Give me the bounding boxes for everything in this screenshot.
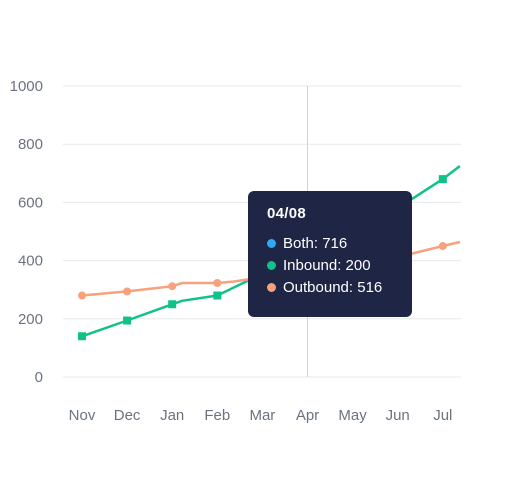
outbound-point <box>213 279 222 288</box>
tooltip-row-inbound: Inbound: 200 <box>267 254 412 276</box>
legend-dot-icon <box>267 238 276 248</box>
inbound-point <box>168 300 177 309</box>
outbound-point <box>78 291 86 300</box>
tooltip-title: 04/08 <box>267 205 307 222</box>
x-axis-ticks: Nov Dec Jan Feb Mar Apr May Jun Jul <box>69 407 453 424</box>
y-tick-label: 1000 <box>10 78 43 95</box>
x-tick-label: Apr <box>296 407 319 424</box>
x-tick-label: Jun <box>386 407 410 424</box>
inbound-point <box>438 175 447 184</box>
x-tick-label: Mar <box>249 407 275 424</box>
outbound-point <box>438 242 447 251</box>
x-tick-label: Dec <box>114 407 141 424</box>
y-tick-label: 600 <box>18 194 43 211</box>
x-tick-label: Jul <box>433 407 452 424</box>
outbound-point <box>123 287 132 296</box>
y-tick-label: 0 <box>35 369 43 386</box>
tooltip-row-label: Inbound: 200 <box>283 256 371 274</box>
x-tick-label: Jan <box>160 407 184 424</box>
x-tick-label: Nov <box>69 407 96 424</box>
tooltip-row-both: Both: 716 <box>267 232 412 254</box>
inbound-point <box>78 332 86 341</box>
inbound-point <box>213 291 222 300</box>
tooltip-row-label: Outbound: 516 <box>283 278 383 296</box>
legend-dot-icon <box>267 282 276 292</box>
tooltip-row-outbound: Outbound: 516 <box>267 276 412 298</box>
y-tick-label: 400 <box>18 253 43 270</box>
chart-tooltip: 04/08 Both: 716 Inbound: 200 Outbound: 5… <box>248 191 412 317</box>
series-group <box>78 165 461 341</box>
inbound-line <box>81 165 461 338</box>
x-tick-label: May <box>338 407 367 424</box>
y-tick-label: 200 <box>18 311 43 328</box>
legend-dot-icon <box>267 260 276 270</box>
outbound-point <box>168 282 177 291</box>
x-tick-label: Feb <box>204 407 230 424</box>
y-tick-label: 800 <box>18 136 43 153</box>
inbound-point <box>123 316 132 325</box>
y-axis-ticks: 0 200 400 600 800 1000 <box>10 78 43 386</box>
tooltip-row-label: Both: 716 <box>283 234 348 252</box>
